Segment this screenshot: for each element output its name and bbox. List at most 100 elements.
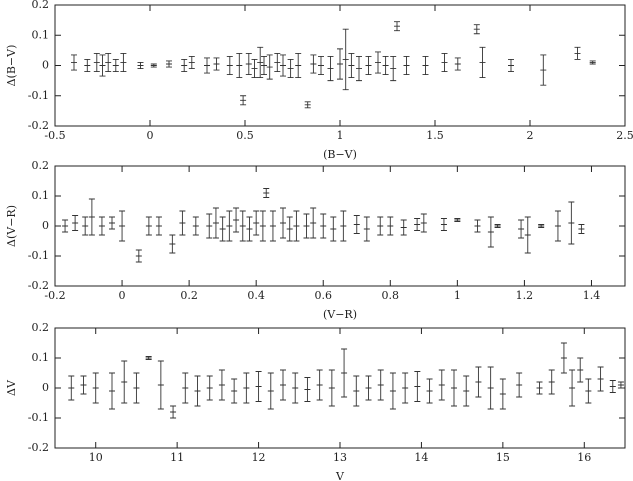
y-tick-label: 0: [42, 381, 49, 394]
error-bar: [499, 378, 506, 410]
error-bar: [320, 213, 327, 239]
error-bar: [253, 210, 260, 236]
error-bar: [287, 59, 294, 79]
y-tick-label: -0.2: [28, 119, 49, 132]
error-bar: [574, 46, 581, 60]
error-bar: [280, 369, 286, 401]
error-bar: [402, 372, 409, 404]
error-bar: [609, 380, 616, 393]
error-bar: [487, 216, 494, 248]
y-tick-label: 0.1: [32, 28, 50, 41]
error-bar: [286, 216, 293, 242]
x-axis-label: (B−V): [323, 148, 357, 161]
error-bar: [93, 52, 100, 72]
error-bar: [585, 378, 592, 404]
y-tick-label: 0.2: [32, 159, 50, 172]
y-tick-label: -0.2: [28, 441, 49, 454]
error-bar: [218, 369, 225, 401]
x-tick-label: 1.5: [426, 129, 444, 142]
error-bar: [80, 375, 87, 395]
error-bar: [560, 342, 567, 374]
x-axis-label: (V−R): [323, 308, 357, 321]
error-bar: [92, 372, 99, 404]
error-bar: [310, 207, 317, 239]
error-bar: [255, 371, 262, 402]
error-bar: [316, 369, 323, 401]
error-bar: [169, 234, 176, 254]
error-bar: [105, 52, 112, 72]
y-tick-label: 0.1: [32, 189, 50, 202]
error-bar: [170, 405, 177, 419]
error-bar: [617, 381, 624, 389]
error-bar: [327, 55, 334, 82]
y-tick-label: -0.1: [28, 411, 49, 424]
error-bar: [121, 360, 128, 404]
error-bar: [365, 375, 372, 401]
error-bar: [226, 55, 233, 76]
y-tick-label: -0.2: [28, 279, 49, 292]
error-bar: [589, 60, 596, 65]
x-tick-label: 0: [119, 289, 126, 302]
x-tick-label: 16: [577, 451, 591, 464]
error-bar: [524, 216, 531, 254]
x-tick-label: 12: [252, 451, 266, 464]
x-tick-label: 1: [454, 289, 461, 302]
error-bar: [382, 55, 389, 76]
x-tick-label: 0: [147, 129, 154, 142]
error-bar: [251, 59, 258, 79]
error-bar: [219, 216, 226, 242]
error-bar: [188, 55, 195, 69]
error-bar: [166, 60, 172, 68]
error-bar: [440, 218, 447, 231]
error-bar: [99, 54, 106, 77]
error-bar: [518, 219, 525, 239]
error-bar: [389, 372, 396, 410]
error-bar: [422, 55, 429, 76]
x-tick-label: 1.2: [516, 289, 534, 302]
error-bar: [538, 224, 545, 228]
error-bar: [375, 51, 381, 74]
x-tick-label: 10: [89, 451, 103, 464]
x-tick-label: 0.5: [236, 129, 254, 142]
error-bar: [400, 219, 407, 236]
error-bar: [340, 210, 347, 242]
error-bar: [508, 59, 514, 72]
error-bar: [292, 372, 299, 404]
error-bar: [155, 216, 162, 236]
error-bar: [71, 54, 77, 71]
error-bar: [204, 57, 210, 74]
error-bar: [181, 59, 188, 72]
error-bar: [239, 210, 246, 242]
error-bar: [363, 216, 370, 242]
y-tick-label: -0.1: [28, 89, 49, 102]
error-bar: [293, 210, 300, 242]
error-bar: [394, 21, 400, 32]
error-bar: [494, 224, 501, 228]
x-tick-label: -0.2: [44, 289, 65, 302]
error-bar: [88, 198, 95, 236]
error-bar: [72, 215, 79, 231]
error-bar: [548, 369, 555, 395]
error-bar: [414, 371, 421, 402]
error-bar: [280, 207, 286, 239]
error-bar: [267, 372, 274, 410]
x-tick-label: 1.4: [583, 289, 601, 302]
x-tick-label: 13: [333, 451, 347, 464]
error-bar: [84, 59, 91, 72]
error-bar: [536, 381, 543, 395]
error-bar: [269, 210, 276, 242]
x-tick-label: 0.2: [180, 289, 198, 302]
x-tick-label: 0.4: [247, 289, 265, 302]
error-bar: [112, 59, 119, 72]
error-bar: [473, 24, 480, 35]
error-bar: [145, 216, 152, 236]
error-bar: [475, 366, 482, 398]
x-tick-label: 0.6: [314, 289, 332, 302]
error-bar: [263, 188, 270, 198]
error-bar: [213, 57, 220, 71]
error-bar: [145, 356, 152, 360]
error-bar: [568, 201, 575, 245]
error-bar: [479, 46, 486, 79]
